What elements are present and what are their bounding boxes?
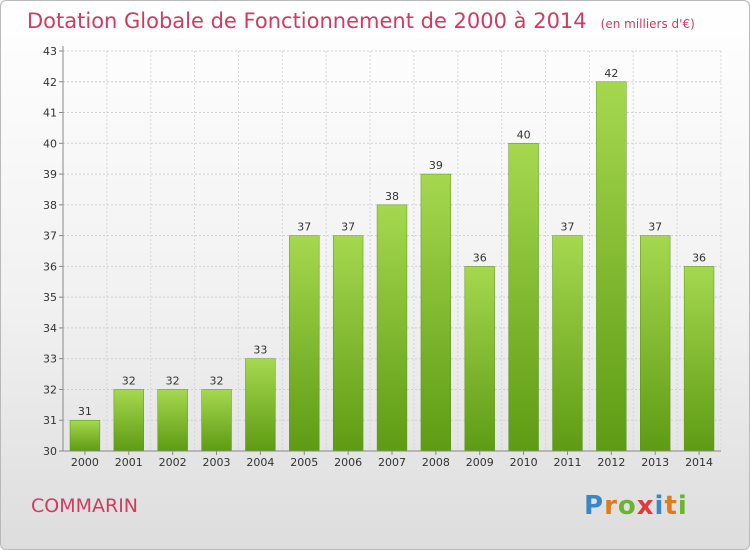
value-label-2008: 39 — [429, 159, 443, 172]
y-tick-label: 31 — [43, 414, 57, 427]
value-label-2011: 37 — [560, 221, 574, 234]
value-label-2009: 36 — [473, 251, 487, 264]
value-label-2002: 32 — [166, 374, 180, 387]
value-label-2012: 42 — [604, 67, 618, 80]
y-tick-label: 33 — [43, 353, 57, 366]
x-tick-label-2001: 2001 — [115, 456, 143, 469]
y-tick-label: 36 — [43, 260, 57, 273]
chart-title: Dotation Globale de Fonctionnement de 20… — [27, 9, 695, 33]
x-tick-label-2009: 2009 — [466, 456, 494, 469]
bar-2005 — [289, 235, 320, 452]
y-tick-label: 41 — [43, 107, 57, 120]
x-tick-label-2006: 2006 — [334, 456, 362, 469]
bar-2009 — [464, 266, 495, 452]
y-tick-label: 34 — [43, 322, 57, 335]
x-tick-label-2008: 2008 — [422, 456, 450, 469]
bar-2014 — [683, 266, 715, 452]
value-label-2006: 37 — [341, 221, 355, 234]
chart-title-text: Dotation Globale de Fonctionnement de 20… — [27, 9, 587, 33]
y-tick-label: 37 — [43, 230, 57, 243]
bar-2000 — [69, 419, 101, 452]
bar-2012 — [596, 81, 627, 452]
bar-2007 — [376, 204, 408, 452]
y-tick-label: 32 — [43, 383, 57, 396]
x-tick-label-2012: 2012 — [597, 456, 625, 469]
x-tick-label-2005: 2005 — [290, 456, 318, 469]
bar-2011 — [552, 235, 583, 452]
x-tick-label-2000: 2000 — [71, 456, 99, 469]
bar-2010 — [508, 143, 539, 452]
value-label-2000: 31 — [78, 405, 92, 418]
value-label-2001: 32 — [122, 374, 136, 387]
x-tick-label-2014: 2014 — [685, 456, 713, 469]
y-tick-label: 39 — [43, 168, 57, 181]
x-tick-label-2002: 2002 — [159, 456, 187, 469]
y-tick-label: 38 — [43, 199, 57, 212]
x-tick-label-2010: 2010 — [510, 456, 538, 469]
y-tick-label: 30 — [43, 445, 57, 458]
proxiti-logo[interactable]: Proxiti — [584, 491, 688, 521]
value-label-2005: 37 — [297, 221, 311, 234]
y-tick-label: 42 — [43, 76, 57, 89]
value-label-2010: 40 — [517, 128, 531, 141]
x-tick-label-2013: 2013 — [641, 456, 669, 469]
y-tick-label: 40 — [43, 137, 57, 150]
value-label-2014: 36 — [692, 251, 706, 264]
bar-2004 — [245, 358, 276, 452]
value-label-2004: 33 — [253, 344, 267, 357]
commune-name: COMMARIN — [31, 495, 139, 517]
bar-2013 — [640, 235, 671, 452]
axes: 30 31 32 33 34 35 36 37 38 39 40 41 42 43 2000 2001 2002… — [43, 45, 721, 469]
x-tick-label-2011: 2011 — [553, 456, 581, 469]
y-tick-label: 35 — [43, 291, 57, 304]
value-label-2003: 32 — [210, 374, 224, 387]
y-tick-label: 43 — [43, 45, 57, 58]
bar-2008 — [420, 173, 452, 452]
value-label-2013: 37 — [648, 221, 662, 234]
chart-unit: (en milliers d'€) — [600, 17, 695, 31]
bars: 31 32 32 32 33 37 37 38 39 36 40 37 42 37 36 — [69, 67, 715, 452]
x-tick-label-2003: 2003 — [203, 456, 231, 469]
x-tick-label-2007: 2007 — [378, 456, 406, 469]
bar-2003 — [201, 389, 232, 452]
bar-2006 — [332, 235, 364, 452]
value-label-2007: 38 — [385, 190, 399, 203]
bar-2002 — [157, 389, 188, 452]
x-tick-label-2004: 2004 — [246, 456, 274, 469]
bar-2001 — [113, 389, 144, 452]
